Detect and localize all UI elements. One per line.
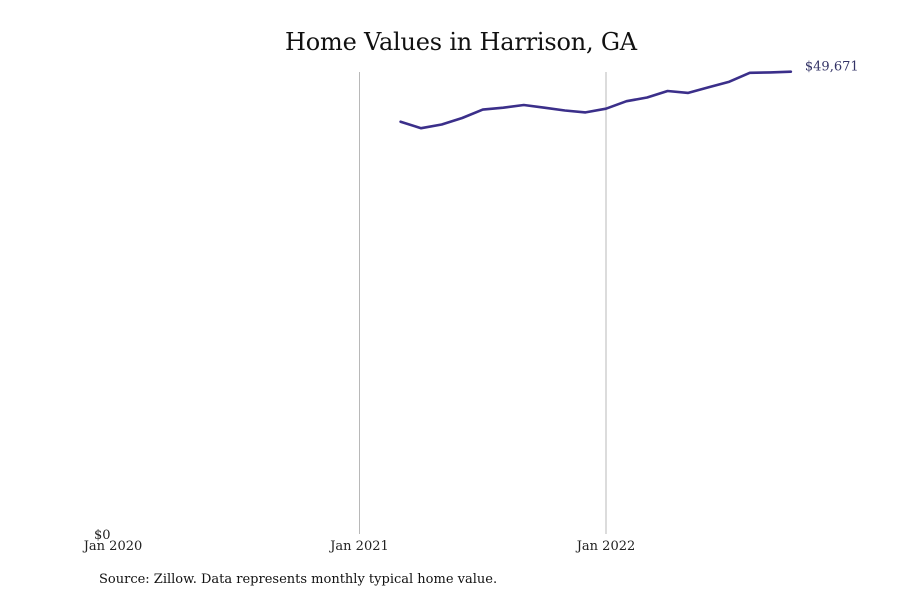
- y-axis-tick-labels: $0: [94, 528, 111, 543]
- series-group: $49,671: [399, 60, 859, 130]
- vertical-gridlines: [359, 72, 607, 534]
- chart-title: Home Values in Harrison, GA: [285, 28, 637, 56]
- source-note: Source: Zillow. Data represents monthly …: [99, 572, 498, 587]
- y-tick-label: $0: [94, 528, 111, 543]
- end-value-label: $49,671: [805, 60, 859, 75]
- x-tick-label: Jan 2020: [82, 539, 143, 554]
- x-tick-label: Jan 2022: [575, 539, 636, 554]
- series-line: [399, 70, 793, 130]
- x-tick-label: Jan 2021: [328, 539, 389, 554]
- x-axis-tick-labels: Jan 2020 Jan 2021 Jan 2022: [82, 539, 636, 554]
